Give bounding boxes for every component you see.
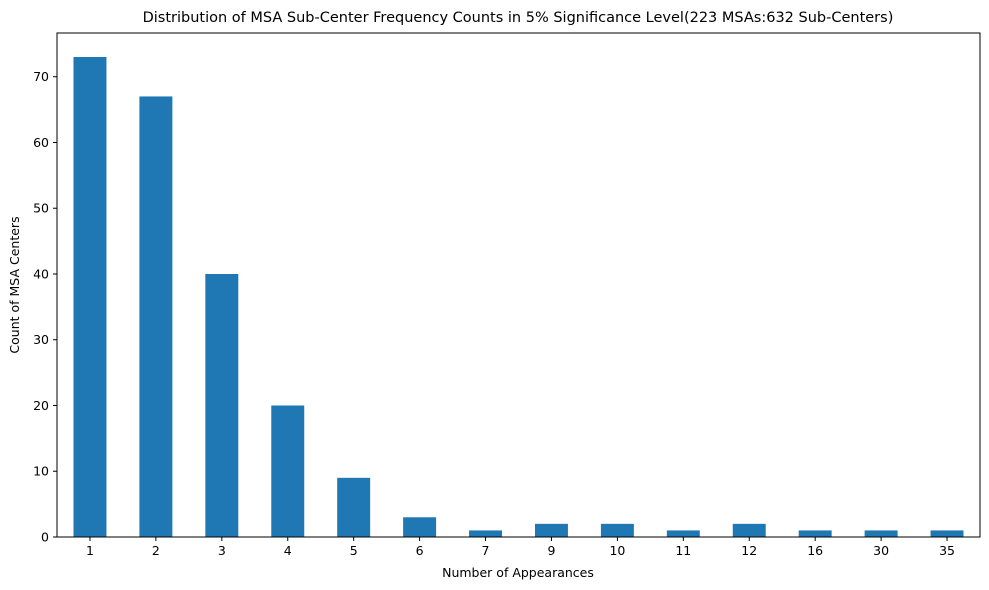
x-tick-label: 12 (741, 543, 757, 558)
bar-16 (798, 530, 832, 537)
x-tick-label: 3 (218, 543, 226, 558)
plot-frame (56, 32, 981, 538)
x-tick-label: 1 (86, 543, 94, 558)
bar-4 (271, 405, 305, 537)
x-tick-label: 2 (152, 543, 160, 558)
y-tick-label: 60 (33, 135, 49, 150)
x-tick-label: 6 (416, 543, 424, 558)
x-tick-label: 35 (939, 543, 955, 558)
bar-7 (469, 530, 503, 537)
bar-5 (337, 477, 371, 537)
bar-10 (600, 523, 634, 537)
bar-11 (666, 530, 700, 537)
bar-6 (403, 517, 437, 537)
chart-title: Distribution of MSA Sub-Center Frequency… (143, 10, 894, 26)
x-tick-label: 16 (807, 543, 823, 558)
x-tick-label: 5 (350, 543, 358, 558)
y-tick-label: 0 (41, 530, 49, 545)
y-tick-label: 70 (33, 69, 49, 84)
y-tick-label: 40 (33, 266, 49, 281)
y-axis-label: Count of MSA Centers (7, 216, 22, 353)
bar-3 (205, 273, 239, 537)
x-axis-label: Number of Appearances (442, 565, 594, 580)
y-tick-label: 10 (33, 464, 49, 479)
x-tick-label: 11 (675, 543, 691, 558)
x-tick-label: 30 (873, 543, 889, 558)
x-tick-label: 9 (547, 543, 555, 558)
bar-1 (73, 57, 107, 537)
bars-group (73, 57, 964, 537)
x-tick-label: 10 (609, 543, 625, 558)
y-tick-label: 20 (33, 398, 49, 413)
x-tick-label: 7 (482, 543, 490, 558)
x-axis-ticks: 1 2 3 4 5 6 7 9 10 11 12 16 30 35 (86, 537, 955, 558)
y-tick-label: 50 (33, 201, 49, 216)
bar-30 (864, 530, 898, 537)
bar-2 (139, 96, 173, 537)
y-tick-label: 30 (33, 332, 49, 347)
bar-9 (534, 523, 568, 537)
bar-35 (930, 530, 964, 537)
y-axis-ticks: 0 10 20 30 40 50 60 70 (33, 69, 57, 545)
bar-12 (732, 523, 766, 537)
x-tick-label: 4 (284, 543, 292, 558)
